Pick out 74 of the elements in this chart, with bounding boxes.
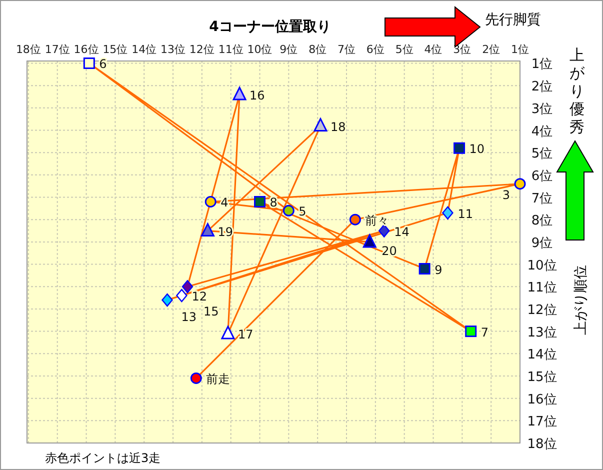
y-tick-label: 13位 xyxy=(527,325,557,340)
text: 先行脚質 xyxy=(485,12,541,28)
y-tick-label: 5位 xyxy=(531,146,553,162)
x-tick-label: 8位 xyxy=(308,43,327,56)
y-axis-title: 上がり順位 xyxy=(573,265,589,335)
x-tick-label: 10位 xyxy=(247,43,272,56)
point xyxy=(83,57,95,69)
x-tick-label: 11位 xyxy=(218,43,244,56)
y-tick-label: 12位 xyxy=(527,302,557,318)
point xyxy=(190,372,202,384)
y-tick-label: 1位 xyxy=(531,57,553,72)
x-tick-label: 14位 xyxy=(132,43,157,56)
annotation: 6 xyxy=(99,57,107,72)
y-tick-label: 11位 xyxy=(527,280,557,296)
annotation: 4 xyxy=(220,196,228,210)
point xyxy=(204,196,216,208)
x-tick-label: 16位 xyxy=(74,43,99,56)
annotation: 10 xyxy=(469,142,485,156)
point xyxy=(349,214,361,226)
point xyxy=(282,204,294,216)
annotation: 13 xyxy=(181,310,197,324)
x-tick-label: 12位 xyxy=(189,43,214,56)
annotation: 3 xyxy=(502,188,510,202)
text: 赤色ポイントは近3走 xyxy=(45,451,161,465)
y-tick-label: 17位 xyxy=(527,414,557,430)
y-tick-label: 3位 xyxy=(531,102,553,117)
point xyxy=(200,223,214,237)
x-tick-label: 4位 xyxy=(424,43,442,56)
y-tick-label: 14位 xyxy=(527,348,557,363)
point xyxy=(182,280,194,294)
x-tick-label: 18位 xyxy=(16,43,41,56)
x-tick-label: 9位 xyxy=(280,43,298,56)
annotation: 12 xyxy=(192,290,207,304)
y-tick-label: 2位 xyxy=(531,80,553,95)
point xyxy=(418,263,430,275)
annotation: 7 xyxy=(480,325,488,340)
y-tick-label: 6位 xyxy=(531,168,553,184)
y-tick-label: 10位 xyxy=(527,258,557,274)
annotation: 18 xyxy=(330,120,346,134)
x-tick-label: 15位 xyxy=(102,43,128,56)
text: 上がり優秀 xyxy=(570,46,586,136)
annotation: 前走 xyxy=(206,372,230,386)
x-axis-title: 4コーナー位置取り xyxy=(209,19,331,35)
x-tick-label: 2位 xyxy=(482,43,500,56)
x-tick-label: 17位 xyxy=(44,43,70,56)
y-tick-label: 16位 xyxy=(527,392,557,408)
y-tick-label: 7位 xyxy=(531,191,553,206)
point xyxy=(465,326,477,338)
point xyxy=(232,86,246,100)
point xyxy=(314,118,328,132)
x-tick-label: 7位 xyxy=(338,43,356,56)
y-tick-label: 9位 xyxy=(531,236,553,251)
annotation: 前々 xyxy=(365,214,390,228)
point xyxy=(254,196,266,208)
point xyxy=(454,142,466,154)
point xyxy=(514,178,526,190)
point xyxy=(162,293,173,307)
point xyxy=(378,224,390,238)
x-tick-label: 1位 xyxy=(511,43,529,56)
x-tick-label: 13位 xyxy=(160,43,186,56)
y-tick-label: 18位 xyxy=(527,437,557,452)
x-tick-label: 5位 xyxy=(395,43,414,56)
annotation: 11 xyxy=(458,206,473,221)
point xyxy=(362,234,376,248)
y-tick-label: 4位 xyxy=(531,124,553,140)
annotation: 17 xyxy=(238,328,254,342)
x-tick-label: 6位 xyxy=(366,43,384,56)
point xyxy=(442,206,454,220)
y-tick-label: 15位 xyxy=(527,370,557,385)
annotation: 16 xyxy=(250,88,265,103)
annotation: 15 xyxy=(203,304,219,319)
y-tick-label: 8位 xyxy=(531,214,553,229)
annotation: 14 xyxy=(394,224,410,239)
annotation: 9 xyxy=(434,262,442,277)
